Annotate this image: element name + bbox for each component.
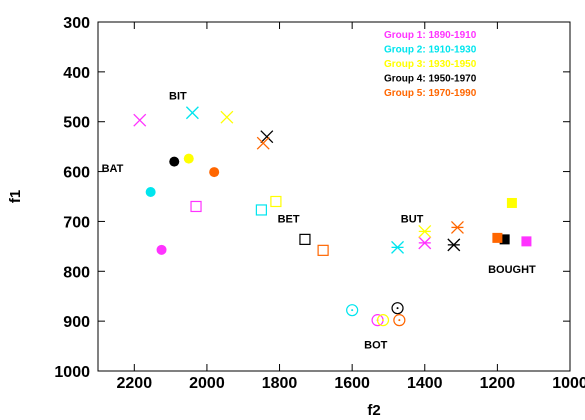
x-tick-label: 1000 — [552, 375, 585, 392]
x-tick-label: 1200 — [480, 375, 516, 392]
y-tick-label: 700 — [63, 214, 90, 231]
y-tick-label: 500 — [63, 115, 90, 132]
data-point-open-square — [317, 244, 329, 256]
data-point-filled-square — [499, 234, 510, 245]
data-point-open-square — [255, 204, 267, 216]
y-tick-label: 1000 — [54, 364, 90, 381]
data-point-asterisk — [391, 240, 404, 254]
y-tick-label: 600 — [63, 165, 90, 182]
data-point-dotted-circle — [391, 302, 404, 315]
data-point-asterisk — [450, 220, 464, 234]
data-point-x — [256, 136, 270, 150]
y-axis-title: f1 — [7, 190, 24, 203]
y-tick-label: 800 — [63, 264, 90, 281]
data-point-x — [185, 106, 199, 120]
data-point-filled-square — [521, 236, 532, 247]
data-point-dotted-circle — [346, 304, 359, 317]
data-point-asterisk — [418, 236, 432, 250]
x-axis-title: f2 — [367, 402, 380, 419]
data-point-open-square — [299, 233, 311, 245]
data-point-filled-square — [506, 197, 517, 208]
x-tick-label: 1600 — [334, 375, 370, 392]
vowel-label: BOUGHT — [488, 264, 536, 276]
data-point-x — [260, 130, 274, 144]
data-point-filled-circle — [156, 244, 167, 255]
data-point-asterisk — [447, 238, 461, 252]
data-point-asterisk — [418, 224, 432, 238]
data-point-x — [133, 113, 147, 127]
data-point-filled-circle — [209, 167, 220, 178]
y-tick-label: 400 — [63, 65, 90, 82]
data-point-open-square — [190, 200, 202, 213]
vowel-label: BIT — [169, 90, 187, 102]
y-tick-label: 900 — [63, 314, 90, 331]
data-point-filled-circle — [183, 153, 194, 164]
y-tick-label: 300 — [63, 15, 90, 32]
data-point-dotted-circle — [393, 314, 406, 327]
data-point-open-square — [270, 195, 282, 208]
vowel-label: BAT — [102, 163, 124, 175]
x-tick-label: 1800 — [262, 375, 298, 392]
legend-entry: Group 4: 1950-1970 — [384, 74, 477, 85]
data-point-filled-circle — [145, 187, 156, 198]
vowel-label: BET — [278, 213, 300, 225]
vowel-label: BUT — [401, 213, 424, 225]
vowel-label: BOT — [364, 340, 388, 352]
plot-frame — [97, 21, 571, 372]
data-point-dotted-circle — [376, 314, 390, 327]
x-tick-label: 1400 — [407, 375, 443, 392]
legend-entry: Group 2: 1910-1930 — [384, 45, 477, 56]
legend-entry: Group 5: 1970-1990 — [384, 88, 477, 99]
data-point-filled-circle — [169, 156, 180, 167]
data-point-x — [220, 110, 234, 124]
x-tick-label: 2000 — [189, 375, 225, 392]
data-point-filled-square — [492, 232, 503, 243]
x-tick-label: 2200 — [117, 375, 153, 392]
legend-entry: Group 3: 1930-1950 — [384, 59, 477, 70]
legend-entry: Group 1: 1890-1910 — [384, 30, 477, 41]
